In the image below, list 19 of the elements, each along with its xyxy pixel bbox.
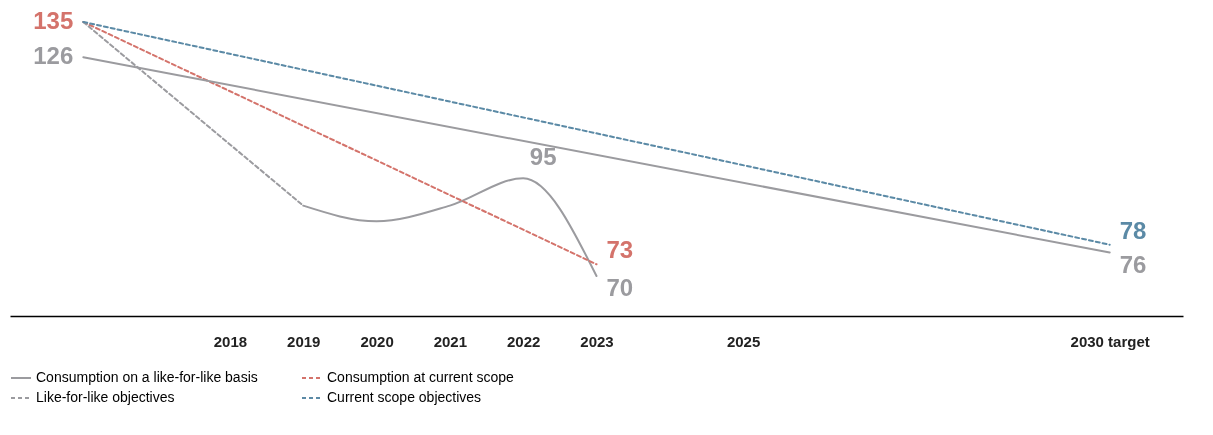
x-tick-label: 2025 — [726, 332, 761, 350]
legend-label: Consumption at current scope — [327, 369, 514, 385]
legend-label: Like-for-like objectives — [36, 389, 175, 405]
data-label: 78 — [1119, 216, 1147, 244]
x-tick-label: 2022 — [507, 332, 541, 350]
data-label: 70 — [606, 274, 634, 301]
data-label: 95 — [529, 143, 557, 171]
x-tick-label: 2023 — [580, 332, 614, 350]
x-tick-label: 2021 — [433, 332, 468, 350]
legend-label: Current scope objectives — [327, 389, 482, 405]
x-tick-label: 2020 — [360, 332, 394, 350]
x-tick-label: 2018 — [213, 332, 248, 350]
data-label: 73 — [606, 236, 634, 264]
x-tick-label: 2019 — [287, 332, 321, 350]
data-label: 135 — [33, 7, 74, 34]
data-label: 76 — [1119, 250, 1147, 278]
legend-label: Consumption on a like-for-like basis — [36, 369, 258, 385]
data-label: 126 — [33, 42, 74, 70]
x-tick-label: 2030 target — [1070, 332, 1150, 350]
